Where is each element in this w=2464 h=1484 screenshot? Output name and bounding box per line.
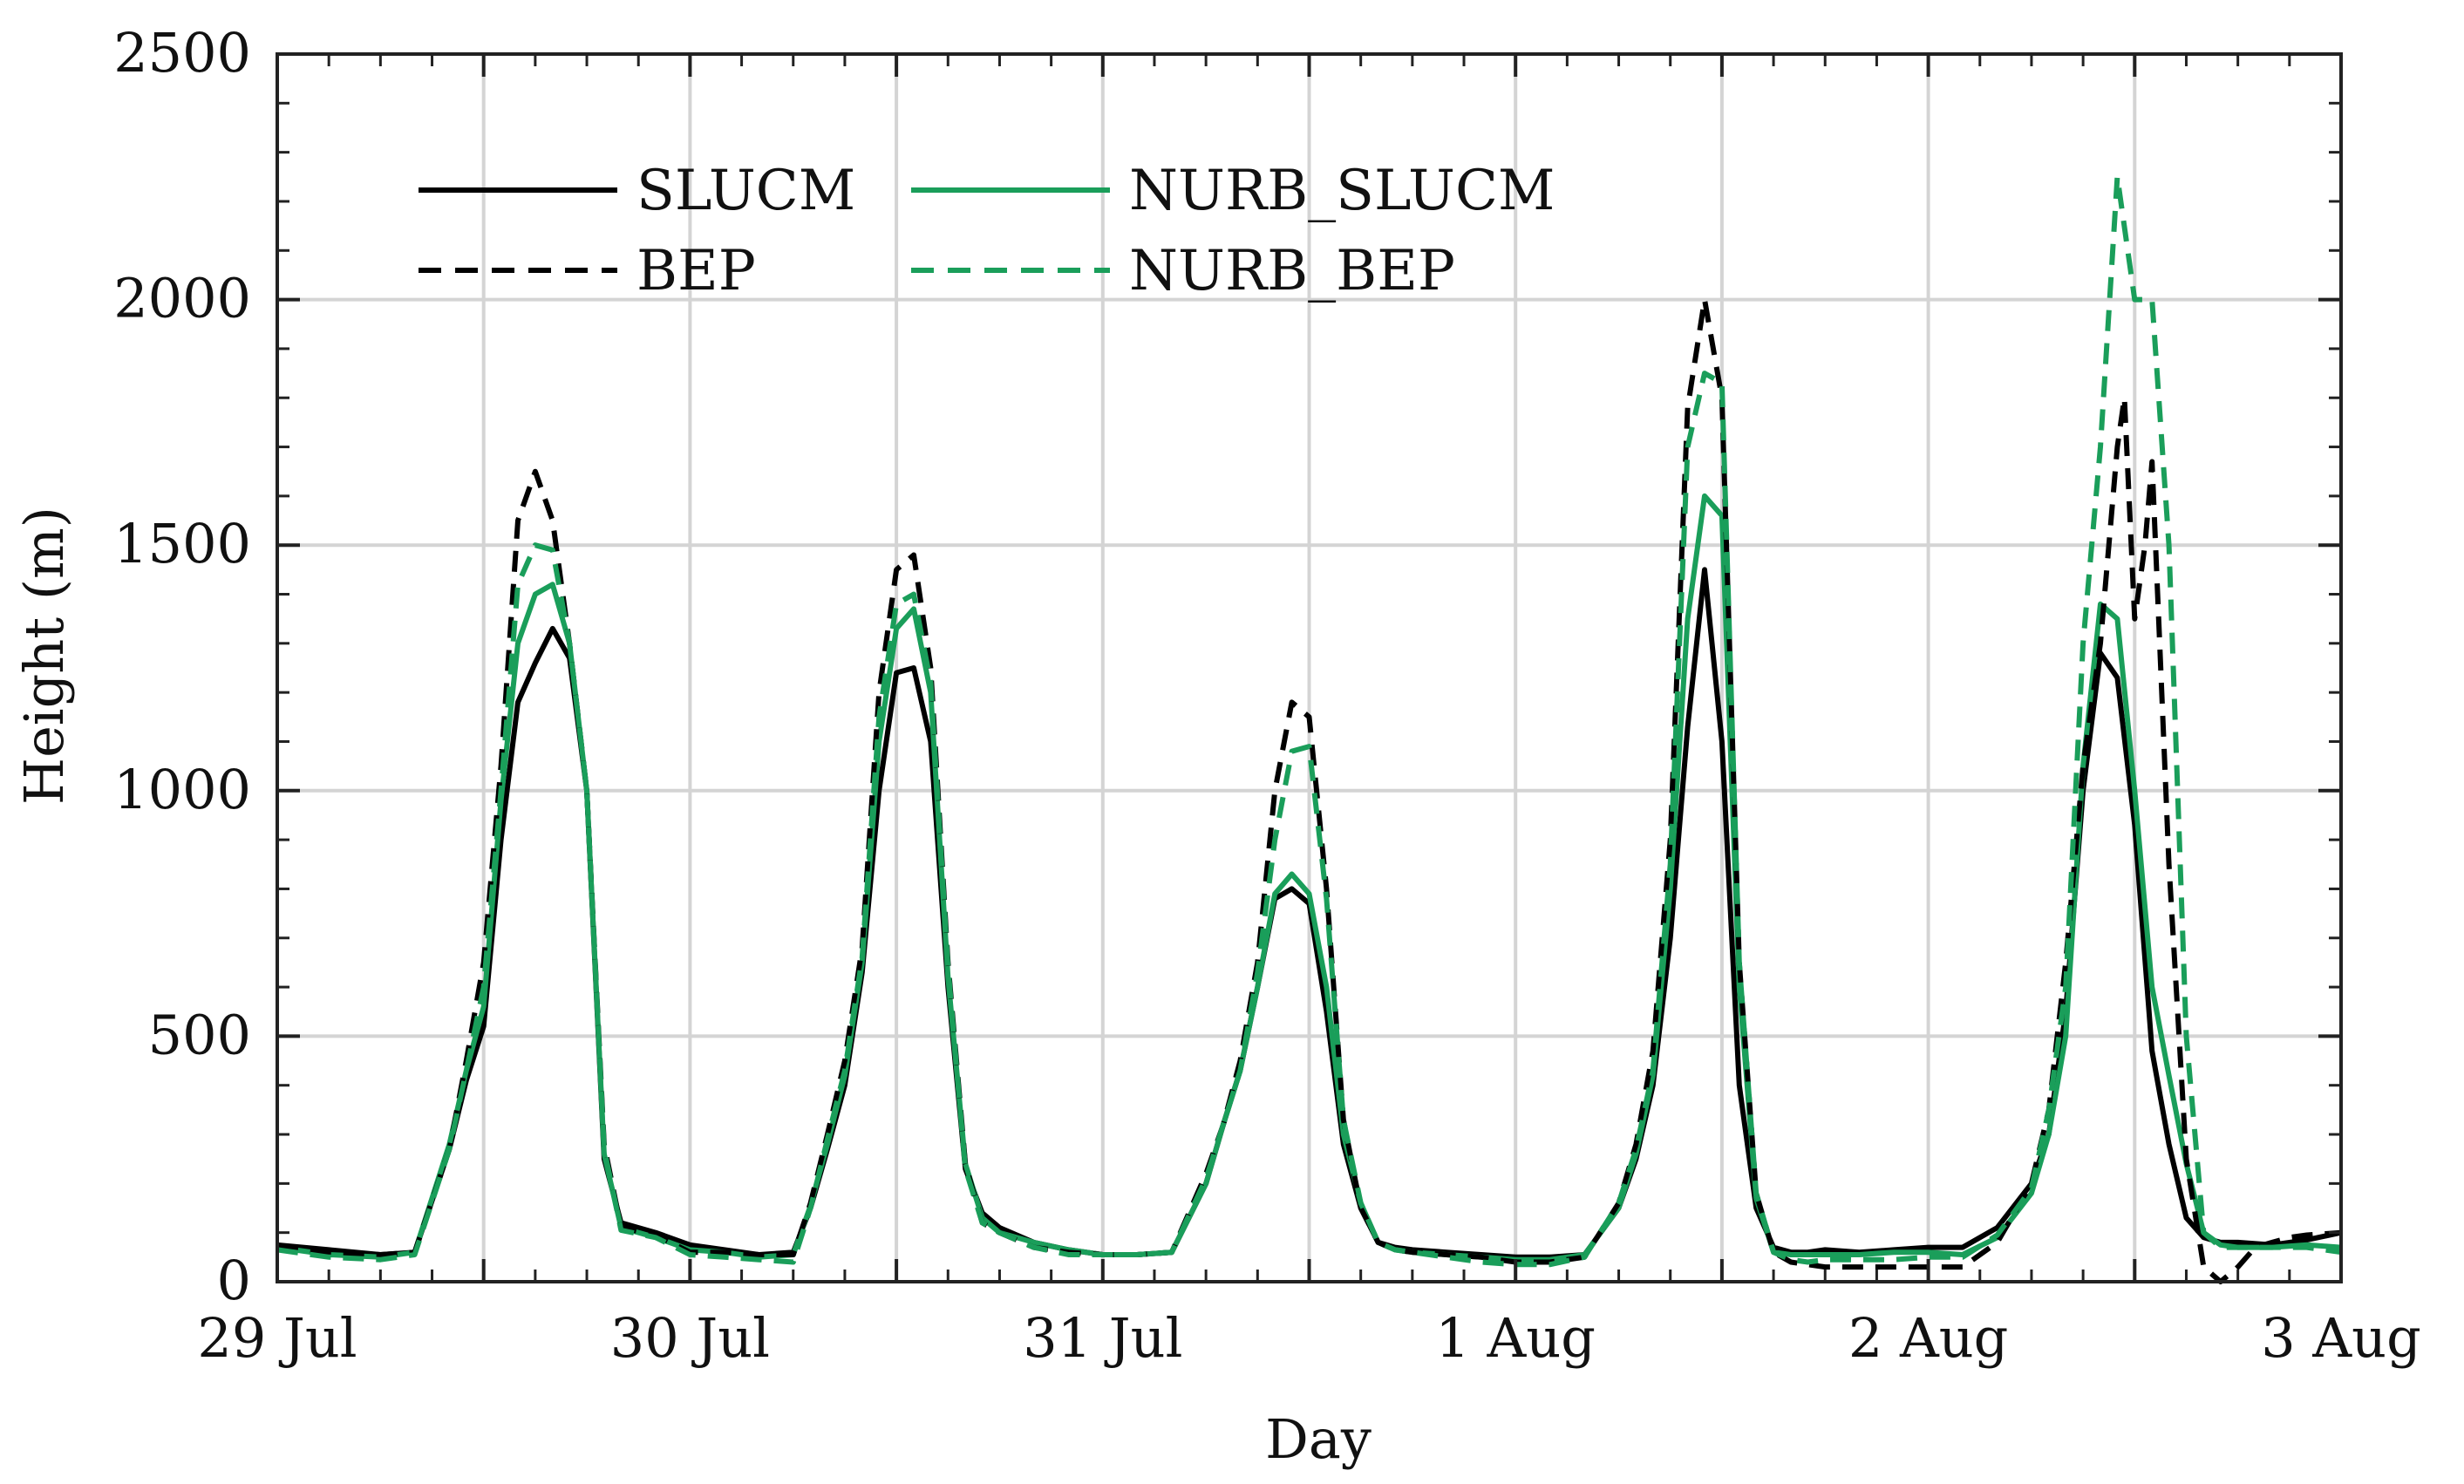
x-tick-label: 2 Aug bbox=[1848, 1306, 2009, 1370]
y-tick-label: 1500 bbox=[113, 512, 251, 575]
y-tick-label: 500 bbox=[148, 1003, 251, 1066]
axis-ticks bbox=[276, 52, 2343, 1283]
series-layer bbox=[276, 174, 2342, 1284]
y-tick-label: 2000 bbox=[113, 267, 251, 330]
legend-label-slucm: SLUCM bbox=[636, 159, 855, 223]
y-tick-label: 0 bbox=[217, 1249, 251, 1312]
y-axis-tick-labels: 0 500 1000 1500 2000 2500 bbox=[113, 21, 251, 1312]
legend-label-nurb-bep: NURB_BEP bbox=[1129, 239, 1455, 303]
x-tick-label: 3 Aug bbox=[2261, 1306, 2421, 1370]
legend-label-bep: BEP bbox=[636, 239, 756, 303]
x-tick-label: 29 Jul bbox=[197, 1306, 357, 1370]
legend: SLUCM BEP NURB_SLUCM NURB_BEP bbox=[419, 159, 1555, 303]
legend-label-nurb-slucm: NURB_SLUCM bbox=[1129, 159, 1555, 223]
y-tick-label: 1000 bbox=[113, 758, 251, 821]
series-line-nurb-bep bbox=[276, 174, 2342, 1268]
y-tick-label: 2500 bbox=[113, 21, 251, 85]
x-tick-label: 31 Jul bbox=[1023, 1306, 1182, 1370]
series-line-bep bbox=[276, 296, 2342, 1284]
x-axis-tick-labels: 29 Jul 30 Jul 31 Jul 1 Aug 2 Aug 3 Aug bbox=[197, 1306, 2420, 1370]
x-tick-label: 1 Aug bbox=[1435, 1306, 1596, 1370]
x-axis-title: Day bbox=[1265, 1407, 1372, 1471]
x-tick-label: 30 Jul bbox=[610, 1306, 770, 1370]
y-axis-title: Height (m) bbox=[12, 507, 76, 805]
